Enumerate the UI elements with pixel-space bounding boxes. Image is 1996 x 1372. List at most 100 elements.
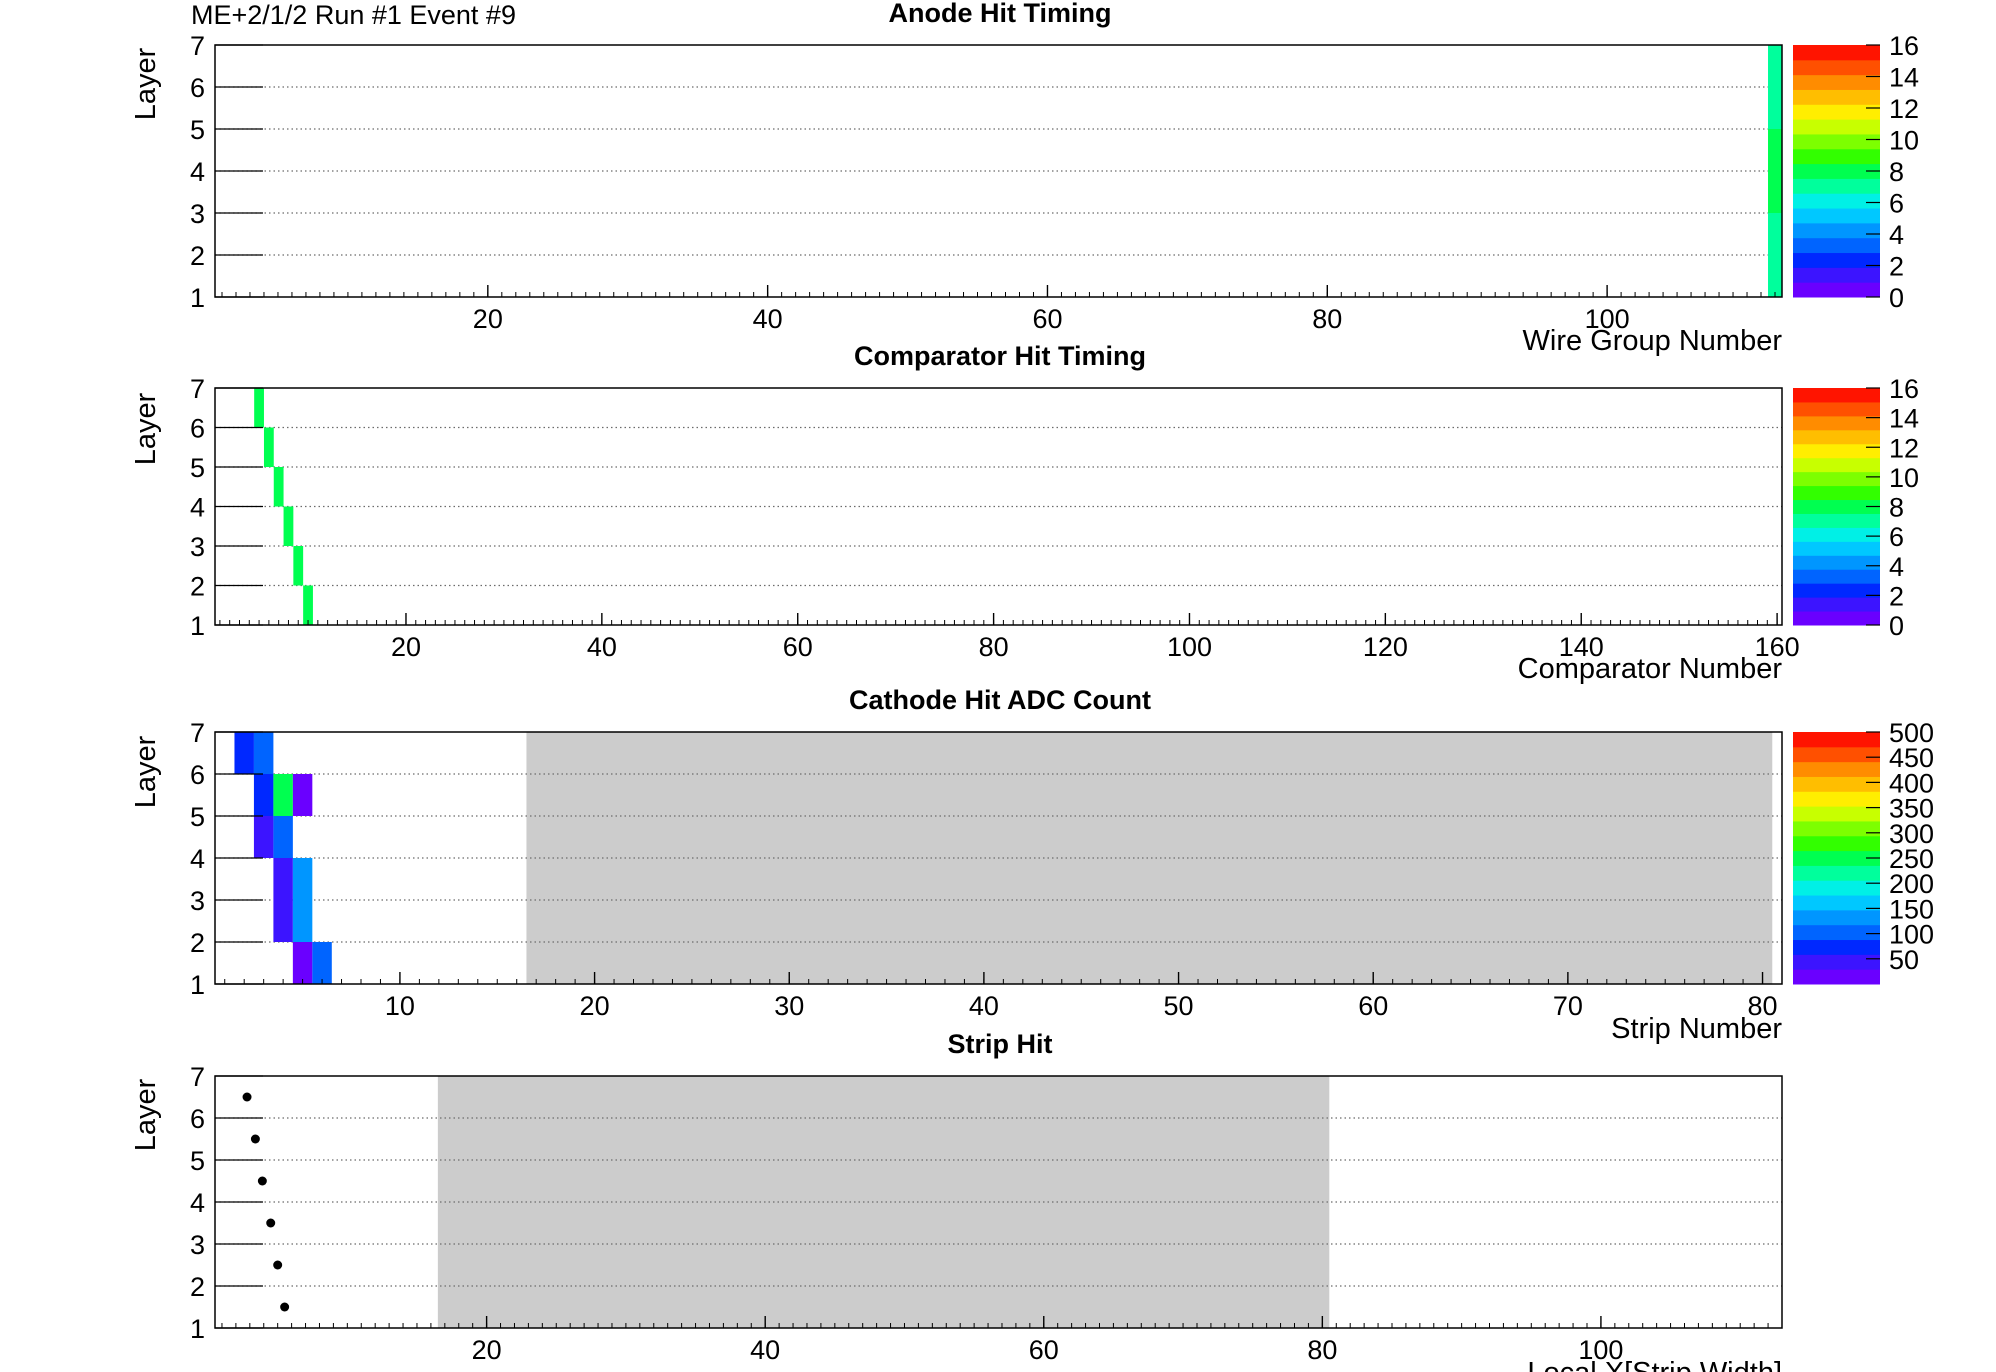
y-tick-label: 6 (190, 760, 205, 790)
colorbar-segment (1793, 163, 1880, 179)
colorbar-segment (1793, 597, 1880, 612)
shaded-region (437, 1076, 1330, 1328)
colorbar-tick-label: 12 (1889, 94, 1919, 124)
colorbar-segment (1793, 850, 1880, 866)
heatmap-cell (273, 816, 293, 858)
colorbar-segment (1793, 880, 1880, 896)
y-tick-label: 3 (190, 886, 205, 916)
heatmap-cell (312, 942, 332, 984)
y-tick-label: 6 (190, 73, 205, 103)
x-tick-label: 80 (1312, 304, 1342, 334)
x-tick-label: 40 (587, 632, 617, 662)
y-tick-label: 7 (190, 31, 205, 61)
y-tick-label: 4 (190, 157, 205, 187)
x-tick-label: 50 (1164, 991, 1194, 1021)
heatmap-cell (273, 858, 293, 900)
heatmap-cell (1768, 213, 1782, 255)
heatmap-cell (253, 774, 274, 816)
colorbar-segment (1793, 541, 1880, 556)
y-tick-label: 1 (190, 970, 205, 1000)
strip-hit-plot: 1 2 3 4 5 6 7 20 40 60 80 100 (190, 1062, 1783, 1365)
x-tick-label: 100 (1585, 304, 1630, 334)
colorbar-segment (1793, 969, 1880, 985)
y-tick-label: 7 (190, 374, 205, 404)
heatmap-cell (1768, 129, 1782, 171)
x-tick-label: 140 (1559, 632, 1604, 662)
colorbar-segment (1793, 835, 1880, 852)
x-tick-label: 40 (750, 1335, 780, 1365)
colorbar-tick-label: 350 (1889, 794, 1934, 824)
colorbar-tick-label: 400 (1889, 768, 1934, 798)
x-tick-label: 60 (1032, 304, 1062, 334)
colorbar-segment (1793, 74, 1880, 90)
x-tick-label: 20 (580, 991, 610, 1021)
y-tick-label: 2 (190, 572, 205, 602)
y-tick-label: 7 (190, 718, 205, 748)
colorbar-tick-label: 6 (1889, 522, 1904, 552)
comparator-title: Comparator Hit Timing (854, 341, 1146, 371)
heatmap-cell (293, 546, 304, 586)
x-tick-label: 60 (1358, 991, 1388, 1021)
y-tick-label: 1 (190, 611, 205, 641)
colorbar-segment (1793, 555, 1880, 570)
anode-ylabel: Layer (130, 47, 162, 120)
y-tick-label: 2 (190, 241, 205, 271)
x-tick-label: 80 (979, 632, 1009, 662)
comparator-hit-timing-panel: Comparator Hit Timing Comparator Number … (130, 341, 1919, 685)
heatmap-cell (273, 900, 293, 942)
colorbar-segment (1793, 746, 1880, 763)
colorbar-segment (1793, 401, 1880, 417)
heatmap-cell (1768, 87, 1782, 129)
colorbar-segment (1793, 761, 1880, 777)
colorbar-tick-label: 10 (1889, 126, 1919, 156)
colorbar-tick-label: 16 (1889, 374, 1919, 404)
x-tick-label: 60 (783, 632, 813, 662)
colorbar-segment (1793, 485, 1880, 501)
heatmap-cell (253, 732, 274, 774)
colorbar-segment (1793, 148, 1880, 165)
y-tick-label: 6 (190, 414, 205, 444)
y-tick-label: 5 (190, 1146, 205, 1176)
strip-hit-ylabel: Layer (130, 1078, 162, 1151)
colorbar-segment (1793, 282, 1880, 298)
anode-title: Anode Hit Timing (889, 0, 1112, 28)
colorbar-tick-label: 10 (1889, 463, 1919, 493)
colorbar-segment (1793, 59, 1880, 76)
data-point (250, 1134, 260, 1144)
colorbar-segment (1793, 820, 1880, 837)
x-tick-label: 40 (969, 991, 999, 1021)
anode-hit-timing-panel: Anode Hit Timing Wire Group Number Layer… (130, 0, 1919, 357)
colorbar-segment (1793, 178, 1880, 194)
colorbar-tick-label: 500 (1889, 718, 1934, 748)
heatmap-cell (1768, 255, 1782, 297)
x-tick-label: 20 (391, 632, 421, 662)
colorbar-segment (1793, 895, 1880, 911)
colorbar-segment (1793, 732, 1880, 748)
heatmap-cell (292, 774, 313, 816)
colorbar-segment (1793, 429, 1880, 445)
y-tick-label: 1 (190, 1314, 205, 1344)
colorbar-segment (1793, 611, 1880, 626)
heatmap-cell (273, 774, 293, 816)
colorbar-tick-label: 150 (1889, 894, 1934, 924)
x-tick-label: 60 (1029, 1335, 1059, 1365)
heatmap-cell (253, 816, 274, 858)
colorbar-tick-label: 4 (1889, 220, 1904, 250)
y-tick-label: 3 (190, 532, 205, 562)
colorbar-segment (1793, 237, 1880, 254)
comparator-xlabel: Comparator Number (1518, 653, 1783, 685)
heatmap-cell (273, 467, 284, 507)
colorbar-tick-label: 250 (1889, 844, 1934, 874)
colorbar-tick-label: 200 (1889, 869, 1934, 899)
colorbar-tick-label: 0 (1889, 283, 1904, 313)
colorbar-tick-label: 12 (1889, 433, 1919, 463)
y-tick-label: 2 (190, 928, 205, 958)
colorbar-segment (1793, 924, 1880, 941)
cathode-hit-adc-panel: Cathode Hit ADC Count Strip Number Layer… (130, 685, 1934, 1045)
colorbar-segment (1793, 457, 1880, 473)
strip-hit-xlabel: Local X[Strip Width] (1527, 1357, 1782, 1372)
heatmap-cell (292, 858, 313, 900)
x-tick-label: 160 (1755, 632, 1800, 662)
